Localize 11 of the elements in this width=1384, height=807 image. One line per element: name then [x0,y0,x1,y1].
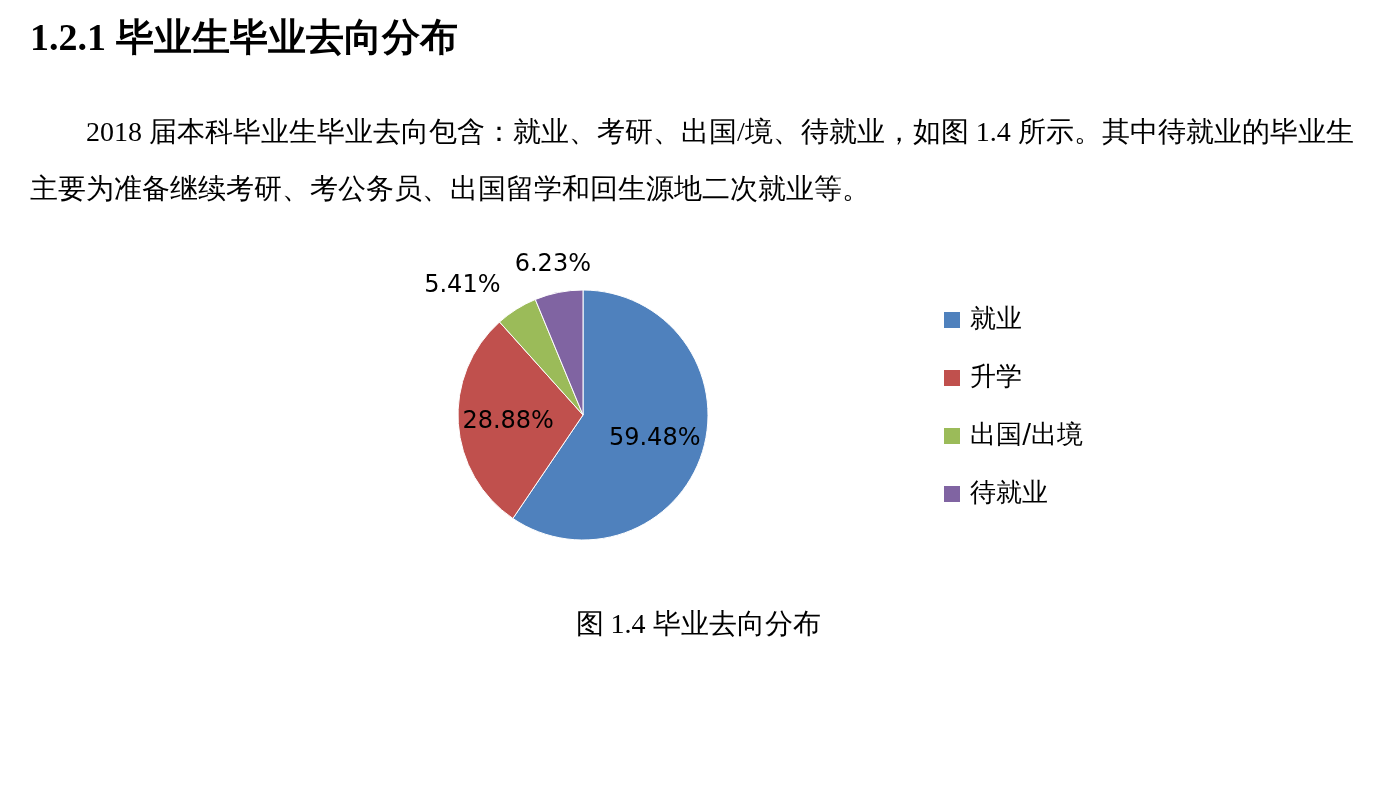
legend-label: 就业 [970,303,1023,333]
legend-label: 出国/出境 [970,419,1083,449]
data-label: 5.41% [424,269,501,298]
data-label: 6.23% [514,248,591,277]
legend-label: 待就业 [970,477,1049,507]
chart-subtitle: 2018 届本科毕业生毕业去向包含：就业、考研、出国/境、待就业，如图 1.4 所示。其中待就业的毕业生主要为准备继续考研、考公务员、出国留学和回生源地二次就业等。 [30,115,1355,206]
caption: 图 1.4 毕业去向分布 [574,607,822,641]
data-label: 28.88% [462,406,554,435]
data-label: 59.48% [608,423,701,452]
legend-label: 升学 [970,361,1023,391]
chart-title: 1.2.1 毕业生毕业去向分布 [30,15,459,60]
